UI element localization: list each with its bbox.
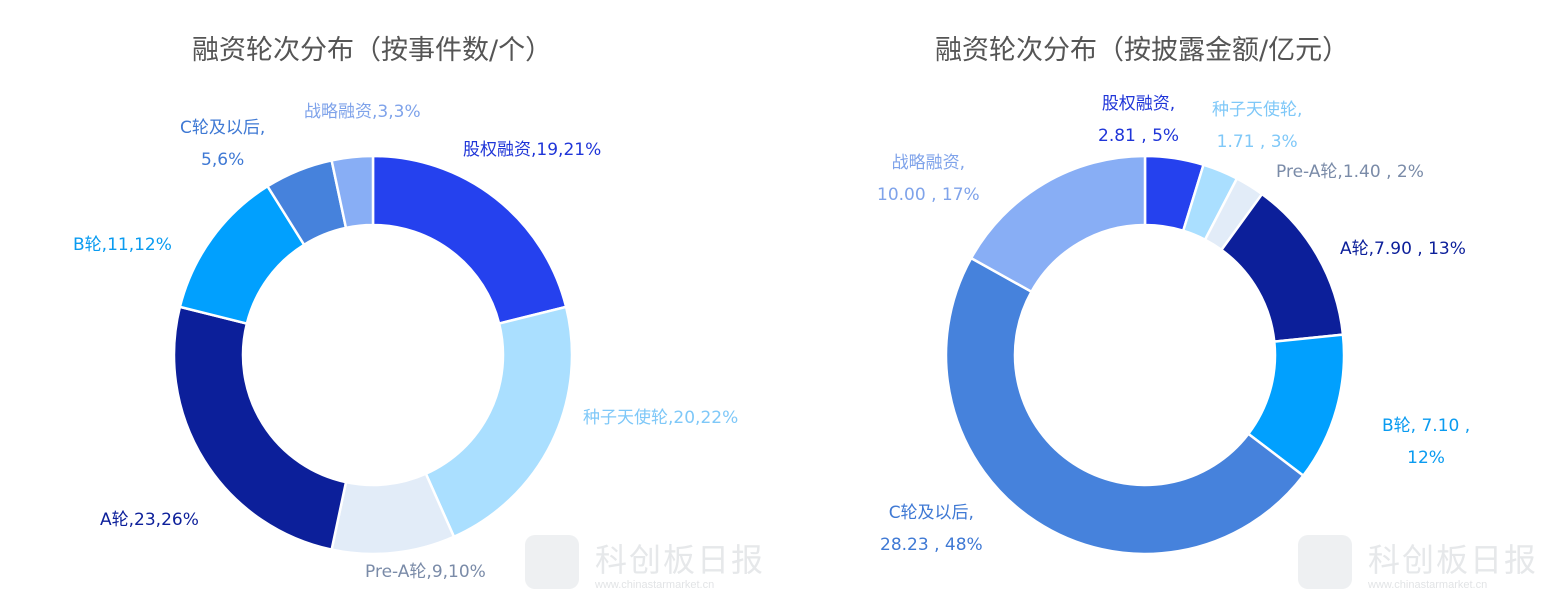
donut-left-slice-3 (172, 305, 348, 552)
label-right-3: A轮,7.90 , 13% (1340, 239, 1466, 259)
label-left-3: A轮,23,26% (100, 510, 199, 530)
label-left-6: 战略融资,3,3% (304, 102, 421, 122)
watermark-logo-icon (525, 535, 579, 589)
watermark-logo-icon (1298, 535, 1352, 589)
donut-left-slice-1 (424, 305, 574, 539)
label-left-4: B轮,11,12% (73, 235, 172, 255)
label-left-1: 种子天使轮,20,22% (583, 408, 739, 428)
label-right-5: C轮及以后, 28.23 , 48% (880, 503, 983, 555)
label-right-4: B轮, 7.10 , 12% (1382, 416, 1471, 468)
label-left-5: C轮及以后, 5,6% (180, 118, 266, 170)
chart-title-right: 融资轮次分布（按披露金额/亿元） (935, 35, 1350, 66)
label-left-0: 股权融资,19,21% (463, 140, 602, 160)
donut-left-slice-0 (371, 154, 568, 326)
chart-title-left: 融资轮次分布（按事件数/个） (192, 35, 553, 66)
donut-right-slice-5 (944, 256, 1306, 556)
label-right-6: 战略融资, 10.00 , 17% (877, 153, 980, 205)
label-right-2: Pre-A轮,1.40 , 2% (1276, 162, 1424, 182)
label-right-1: 种子天使轮, 1.71 , 3% (1212, 100, 1303, 152)
donut-left-slice-6 (330, 154, 375, 230)
donut-right-slice-6 (969, 154, 1147, 294)
label-right-0: 股权融资, 2.81 , 5% (1098, 94, 1180, 146)
label-left-2: Pre-A轮,9,10% (365, 562, 486, 582)
